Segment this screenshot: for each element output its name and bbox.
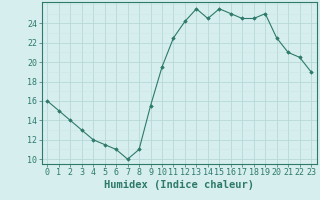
- X-axis label: Humidex (Indice chaleur): Humidex (Indice chaleur): [104, 180, 254, 190]
